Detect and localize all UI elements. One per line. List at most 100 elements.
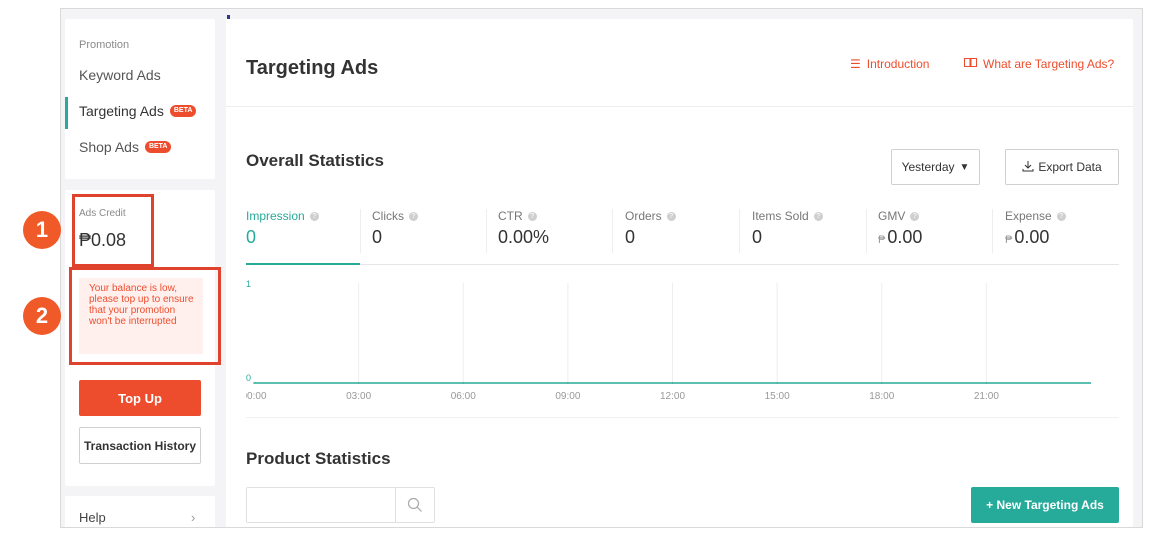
metric-ctr[interactable]: CTR? 0.00% <box>498 209 549 248</box>
help-icon: ? <box>527 211 537 221</box>
product-statistics-title: Product Statistics <box>246 449 391 468</box>
metric-value: 0 <box>625 227 636 247</box>
beta-badge: BETA <box>144 141 172 153</box>
top-up-button[interactable]: Top Up <box>79 380 201 416</box>
metric-separator <box>612 209 613 253</box>
download-icon <box>1022 160 1034 175</box>
export-data-label: Export Data <box>1038 160 1102 174</box>
metric-clicks[interactable]: Clicks? 0 <box>372 209 418 248</box>
data-point <box>357 382 360 384</box>
search-icon <box>407 497 422 512</box>
header-divider <box>226 106 1133 107</box>
data-point <box>253 382 255 384</box>
introduction-label: Introduction <box>866 57 930 71</box>
metric-label: Expense <box>1005 209 1052 223</box>
x-tick-label: 18:00 <box>869 391 894 402</box>
date-range-dropdown[interactable]: Yesterday ▼ <box>891 149 980 185</box>
transaction-history-button[interactable]: Transaction History <box>79 427 201 464</box>
metric-expense[interactable]: Expense? ₱ 0.00 <box>1005 209 1066 248</box>
metric-items-sold[interactable]: Items Sold? 0 <box>752 209 823 248</box>
sidebar-item-keyword-ads[interactable]: Keyword Ads <box>79 67 161 83</box>
what-are-link[interactable]: What are Targeting Ads? <box>964 57 1114 71</box>
date-range-value: Yesterday <box>901 160 955 174</box>
chevron-right-icon: › <box>191 510 196 525</box>
data-point <box>671 382 674 384</box>
x-tick-label: 06:00 <box>451 391 476 402</box>
chart-divider <box>246 417 1119 418</box>
annotation-marker-2: 2 <box>23 297 61 335</box>
currency-symbol: ₱ <box>878 234 886 246</box>
help-item[interactable]: Help › <box>65 496 215 527</box>
sidebar-item-label: Targeting Ads <box>79 103 164 119</box>
main-panel: Targeting Ads ☰ Introduction What are Ta… <box>226 19 1133 527</box>
statistics-chart: 0 1 00:00 03:00 06:00 09:00 12:00 15:00 18:00 21:… <box>246 279 1091 402</box>
app-frame: Promotion Keyword Ads Targeting Ads BETA… <box>60 8 1143 528</box>
help-icon: ? <box>309 211 319 221</box>
metric-impression[interactable]: Impression? 0 <box>246 209 319 248</box>
metric-separator <box>739 209 740 253</box>
help-icon: ? <box>813 211 823 221</box>
annotation-box-1 <box>72 194 154 267</box>
currency-symbol: ₱ <box>1005 234 1013 246</box>
y-tick-label: 0 <box>246 373 251 383</box>
search-button[interactable] <box>395 488 434 522</box>
sidebar-item-label: Keyword Ads <box>79 67 161 83</box>
data-point <box>880 382 883 384</box>
metric-separator <box>992 209 993 253</box>
metric-label: Items Sold <box>752 209 809 223</box>
help-label: Help <box>79 510 106 525</box>
page-title: Targeting Ads <box>246 57 379 79</box>
export-data-button[interactable]: Export Data <box>1005 149 1119 185</box>
what-are-label: What are Targeting Ads? <box>983 57 1115 71</box>
list-icon: ☰ <box>850 57 861 71</box>
promotion-nav: Promotion Keyword Ads Targeting Ads BETA… <box>65 19 215 179</box>
ads-credit-label: Ads Credit <box>79 208 126 219</box>
x-tick-label: 15:00 <box>765 391 790 402</box>
data-point <box>985 382 988 384</box>
introduction-link[interactable]: ☰ Introduction <box>850 57 929 71</box>
help-icon: ? <box>409 211 418 221</box>
y-tick-label: 1 <box>246 279 251 289</box>
metric-separator <box>866 209 867 253</box>
active-indicator <box>65 97 68 129</box>
help-icon: ? <box>1056 211 1066 221</box>
metric-value: 0 <box>752 227 763 247</box>
new-targeting-ads-button[interactable]: + New Targeting Ads <box>971 487 1119 523</box>
help-icon: ? <box>666 211 676 221</box>
caret-down-icon: ▼ <box>959 161 970 173</box>
x-tick-label: 12:00 <box>660 391 685 402</box>
sidebar-item-targeting-ads[interactable]: Targeting Ads BETA <box>79 103 197 119</box>
metric-orders[interactable]: Orders? 0 <box>625 209 676 248</box>
beta-badge: BETA <box>169 105 197 117</box>
metric-label: Orders <box>625 209 662 223</box>
book-icon <box>964 57 977 71</box>
metric-value: 0 <box>246 227 257 247</box>
top-indicator <box>227 15 230 19</box>
low-balance-warning: Your balance is low, please top up to en… <box>79 278 203 354</box>
ads-credit-card: Ads Credit ₱0.08 Your balance is low, pl… <box>65 190 221 486</box>
x-tick-label: 00:00 <box>246 391 267 402</box>
annotation-box-2 <box>69 267 221 365</box>
x-tick-label: 03:00 <box>346 391 371 402</box>
metric-gmv[interactable]: GMV? ₱ 0.00 <box>878 209 922 248</box>
metric-label: GMV <box>878 209 906 223</box>
metric-value: 0.00% <box>498 227 550 247</box>
promotion-title: Promotion <box>79 39 130 51</box>
metric-label: Impression <box>246 209 305 223</box>
data-point <box>567 382 569 384</box>
metric-value: 0.00 <box>1014 227 1050 247</box>
metrics-divider <box>246 264 1119 265</box>
metric-label: Clicks <box>372 209 404 223</box>
metric-value: 0 <box>372 227 383 247</box>
overall-statistics-title: Overall Statistics <box>246 151 384 170</box>
sidebar-item-label: Shop Ads <box>79 139 139 155</box>
metric-label: CTR <box>498 209 523 223</box>
search-input[interactable] <box>247 488 395 522</box>
data-point <box>462 382 465 384</box>
sidebar-item-shop-ads[interactable]: Shop Ads BETA <box>79 139 172 155</box>
ads-credit-value: ₱0.08 <box>79 230 127 250</box>
annotation-marker-1: 1 <box>23 211 61 249</box>
metric-value: 0.00 <box>887 227 923 247</box>
help-icon: ? <box>910 211 920 221</box>
x-tick-label: 21:00 <box>974 391 999 402</box>
